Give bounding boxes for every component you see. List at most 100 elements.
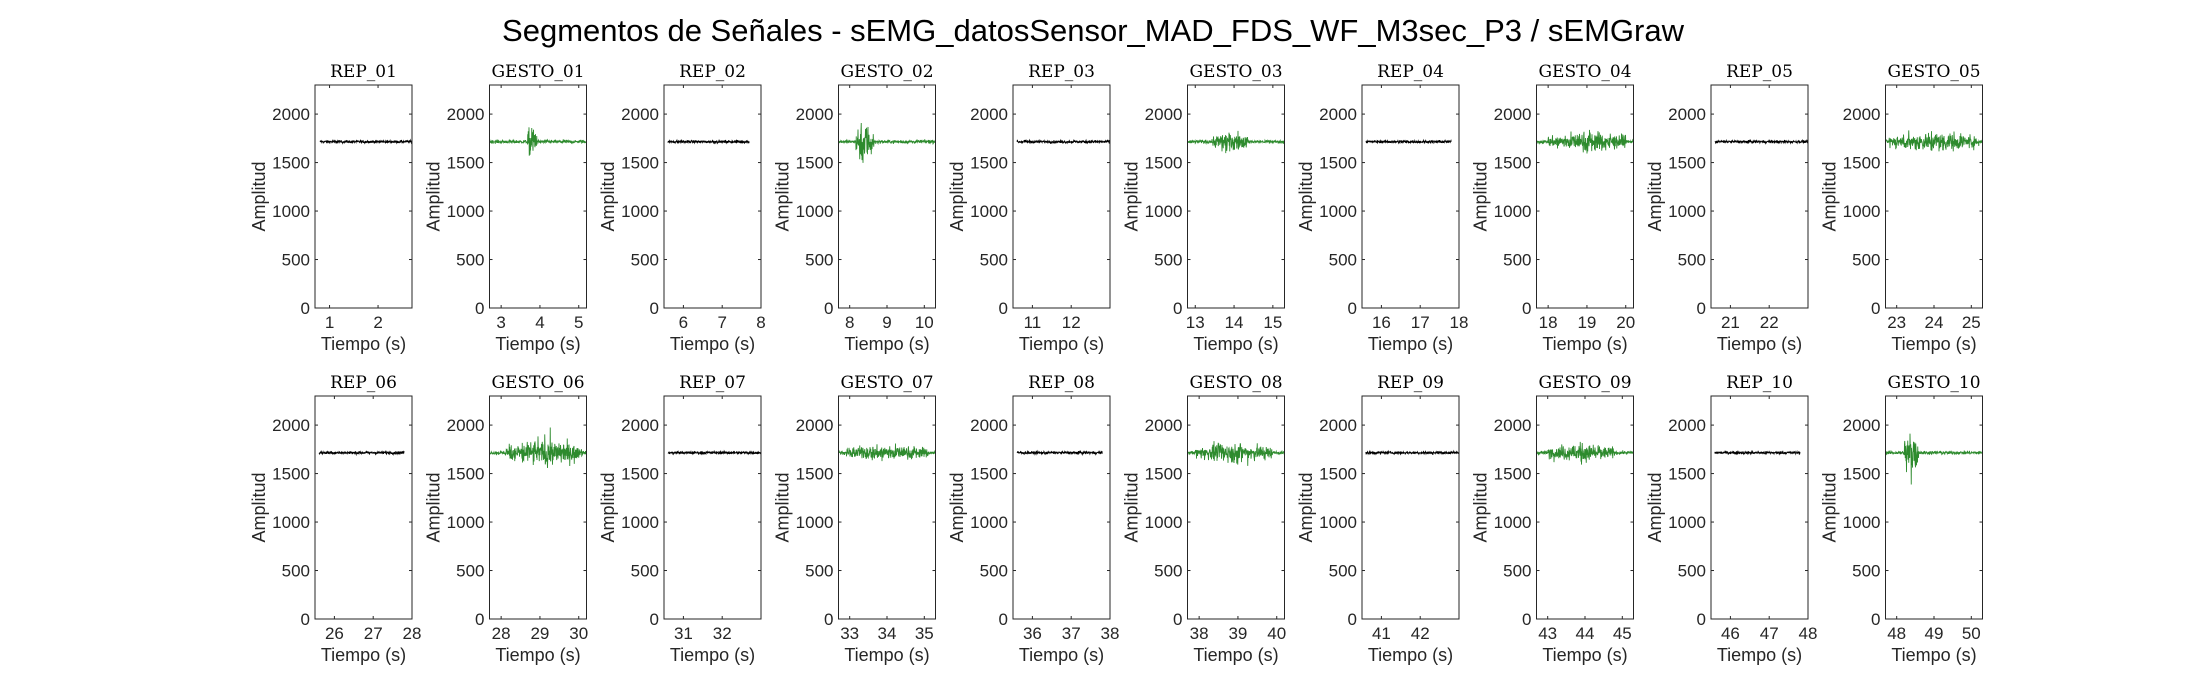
subplot-title: GESTO_03: [1189, 62, 1282, 82]
x-axis-label: Tiempo (s): [1891, 645, 1976, 665]
x-tick-label: 48: [1799, 624, 1818, 643]
y-tick-label: 1500: [1319, 465, 1357, 484]
x-tick-label: 42: [1411, 624, 1430, 643]
x-tick-label: 5: [574, 313, 583, 332]
signal-trace: [1187, 441, 1285, 466]
y-tick-label: 1000: [1145, 202, 1183, 221]
subplot-title: REP_10: [1726, 373, 1793, 393]
x-axis-label: Tiempo (s): [1717, 334, 1802, 354]
axes-box: [663, 84, 762, 309]
axes-box: [1536, 84, 1634, 309]
x-tick-label: 28: [403, 624, 422, 643]
y-tick-label: 1500: [1494, 154, 1532, 173]
signal-trace: [318, 449, 405, 457]
x-tick-label: 39: [1228, 624, 1247, 643]
subplot-rep-05: REP_05 0 500 1000 1500 2000 21 22 Tiempo (s) Ampl…: [1645, 62, 1809, 354]
y-tick-label: 1500: [447, 465, 485, 484]
x-tick-label: 41: [1372, 624, 1391, 643]
y-tick-label: 500: [805, 562, 833, 581]
x-tick-label: 30: [569, 624, 588, 643]
x-tick-label: 22: [1760, 313, 1779, 332]
y-tick-label: 0: [1871, 299, 1880, 318]
x-tick-label: 23: [1887, 313, 1906, 332]
signal-trace: [838, 123, 936, 163]
y-tick-label: 2000: [970, 105, 1008, 124]
x-axis-label: Tiempo (s): [1717, 645, 1802, 665]
subplot-title: REP_09: [1377, 373, 1444, 393]
signal-trace: [489, 127, 587, 156]
x-tick-label: 29: [530, 624, 549, 643]
y-axis-label: Amplitud: [1296, 161, 1316, 231]
y-tick-label: 1000: [1319, 513, 1357, 532]
subplot-rep-08: REP_08 0 500 1000 1500 2000 36 37 38 Tiempo (s) Am…: [947, 373, 1119, 665]
y-tick-label: 1500: [621, 154, 659, 173]
y-tick-label: 500: [1852, 562, 1880, 581]
subplot-rep-01: REP_01 0 500 1000 1500 2000 1 2 Tiempo (s) Amplit…: [249, 62, 413, 354]
y-tick-label: 1500: [970, 154, 1008, 173]
subplot-gesto-04: GESTO_04 0 500 1000 1500 2000 18 19 20 Tiempo (s)…: [1471, 62, 1636, 354]
y-tick-label: 0: [1348, 610, 1357, 629]
signal-trace: [319, 138, 413, 145]
subplot-title: REP_04: [1377, 62, 1444, 82]
y-tick-label: 500: [631, 562, 659, 581]
y-tick-label: 500: [1329, 562, 1357, 581]
axes-box: [1012, 84, 1111, 309]
y-tick-label: 0: [650, 610, 659, 629]
y-tick-label: 1000: [272, 513, 310, 532]
x-tick-label: 8: [756, 313, 765, 332]
x-axis-label: Tiempo (s): [844, 645, 929, 665]
subplot-title: REP_08: [1028, 373, 1095, 393]
x-axis-label: Tiempo (s): [1542, 334, 1627, 354]
y-tick-label: 2000: [1668, 105, 1706, 124]
y-tick-label: 1500: [447, 154, 485, 173]
x-tick-label: 17: [1411, 313, 1430, 332]
x-tick-label: 35: [915, 624, 934, 643]
y-tick-label: 500: [980, 251, 1008, 270]
y-tick-label: 2000: [272, 416, 310, 435]
x-tick-label: 8: [845, 313, 854, 332]
axes-box: [1187, 84, 1285, 309]
y-tick-label: 500: [805, 251, 833, 270]
x-tick-label: 2: [373, 313, 382, 332]
signal-trace: [1536, 129, 1634, 154]
x-tick-label: 49: [1925, 624, 1944, 643]
subplot-title: GESTO_08: [1189, 373, 1282, 393]
y-axis-label: Amplitud: [1645, 472, 1665, 542]
x-tick-label: 45: [1613, 624, 1632, 643]
x-tick-label: 25: [1962, 313, 1981, 332]
x-tick-label: 24: [1925, 313, 1944, 332]
y-tick-label: 2000: [1494, 416, 1532, 435]
y-axis-label: Amplitud: [598, 472, 618, 542]
subplot-gesto-09: GESTO_09 0 500 1000 1500 2000 43 44 45 Tiempo (s)…: [1471, 373, 1634, 665]
y-tick-label: 1500: [796, 154, 834, 173]
y-tick-label: 1500: [1145, 154, 1183, 173]
axes-box: [1187, 395, 1285, 620]
signal-trace: [667, 138, 750, 145]
subplot-title: GESTO_07: [840, 373, 933, 393]
subplot-title: GESTO_02: [840, 62, 933, 82]
subplot-rep-10: REP_10 0 500 1000 1500 2000 46 47 48 Tiempo (s) Am…: [1645, 373, 1817, 665]
y-tick-label: 0: [1173, 299, 1182, 318]
y-axis-label: Amplitud: [1471, 161, 1491, 231]
x-tick-label: 40: [1267, 624, 1286, 643]
subplot-title: REP_02: [679, 62, 746, 82]
y-axis-label: Amplitud: [249, 472, 269, 542]
y-tick-label: 1000: [621, 513, 659, 532]
subplot-rep-06: REP_06 0 500 1000 1500 2000 26 27 28 Tiempo (s) Am…: [249, 373, 421, 665]
x-tick-label: 13: [1186, 313, 1205, 332]
y-tick-label: 500: [1154, 251, 1182, 270]
x-tick-label: 38: [1101, 624, 1120, 643]
x-tick-label: 44: [1576, 624, 1595, 643]
subplot-gesto-06: GESTO_06 0 500 1000 1500 2000 28 29 30 Tiempo (s)…: [424, 373, 589, 665]
y-axis-label: Amplitud: [1645, 161, 1665, 231]
y-tick-label: 500: [1503, 562, 1531, 581]
y-tick-label: 0: [824, 610, 833, 629]
y-tick-label: 0: [650, 299, 659, 318]
y-tick-label: 1000: [796, 202, 834, 221]
y-axis-label: Amplitud: [249, 161, 269, 231]
y-tick-label: 0: [999, 299, 1008, 318]
signal-trace: [667, 449, 762, 456]
